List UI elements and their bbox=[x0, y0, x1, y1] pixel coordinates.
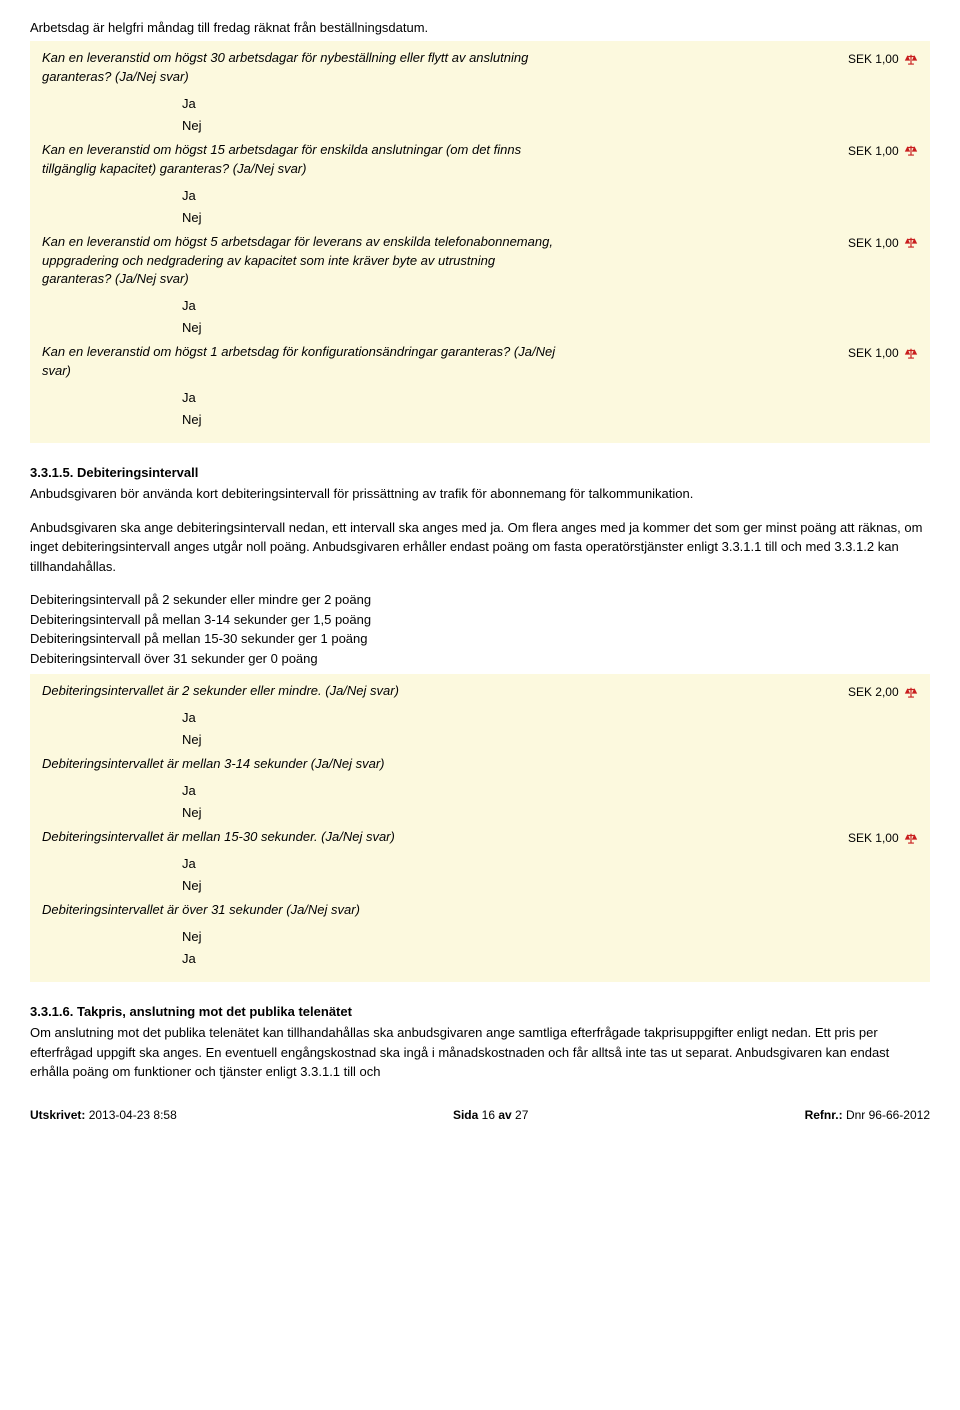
answer-option[interactable]: Nej bbox=[182, 926, 918, 948]
question-text: Kan en leveranstid om högst 1 arbetsdag … bbox=[42, 343, 562, 381]
question-row: Kan en leveranstid om högst 1 arbetsdag … bbox=[42, 343, 918, 381]
answer-option[interactable]: Nej bbox=[182, 875, 918, 897]
answer-option[interactable]: Ja bbox=[182, 780, 918, 802]
answer-option[interactable]: Nej bbox=[182, 115, 918, 137]
price-text: SEK 1,00 bbox=[848, 236, 902, 250]
answer-option[interactable]: Ja bbox=[182, 387, 918, 409]
answer-option[interactable]: Ja bbox=[182, 185, 918, 207]
price-text: SEK 2,00 bbox=[848, 685, 902, 699]
question-row: Kan en leveranstid om högst 30 arbetsdag… bbox=[42, 49, 918, 87]
answer-option[interactable]: Ja bbox=[182, 93, 918, 115]
price-column: SEK 1,00 bbox=[848, 141, 918, 159]
question-text: Debiteringsintervallet är mellan 3-14 se… bbox=[42, 755, 384, 774]
footer-right-value: Dnr 96-66-2012 bbox=[843, 1108, 930, 1122]
answer-options: JaNej bbox=[182, 93, 918, 137]
point-line: Debiteringsintervall på mellan 15-30 sek… bbox=[30, 629, 930, 649]
scale-icon bbox=[904, 832, 918, 846]
footer-left-label: Utskrivet: bbox=[30, 1108, 85, 1122]
price-column: SEK 1,00 bbox=[848, 343, 918, 361]
answer-option[interactable]: Nej bbox=[182, 729, 918, 751]
points-list: Debiteringsintervall på 2 sekunder eller… bbox=[30, 590, 930, 668]
answer-option[interactable]: Ja bbox=[182, 707, 918, 729]
answer-options: JaNej bbox=[182, 185, 918, 229]
question-text: Kan en leveranstid om högst 30 arbetsdag… bbox=[42, 49, 562, 87]
section-3316-p1: Om anslutning mot det publika telenätet … bbox=[30, 1023, 930, 1082]
price-text: SEK 1,00 bbox=[848, 144, 902, 158]
question-text: Debiteringsintervallet är över 31 sekund… bbox=[42, 901, 360, 920]
footer-left-value: 2013-04-23 8:58 bbox=[85, 1108, 176, 1122]
price-column: SEK 2,00 bbox=[848, 682, 918, 700]
scale-icon bbox=[904, 236, 918, 250]
footer-center-label: Sida bbox=[453, 1108, 482, 1122]
footer-center-sep: av bbox=[495, 1108, 515, 1122]
question-text: Debiteringsintervallet är 2 sekunder ell… bbox=[42, 682, 399, 701]
answer-option[interactable]: Nej bbox=[182, 317, 918, 339]
intro-text: Arbetsdag är helgfri måndag till fredag … bbox=[30, 20, 930, 35]
price-text: SEK 1,00 bbox=[848, 831, 902, 845]
question-block-1: Kan en leveranstid om högst 30 arbetsdag… bbox=[30, 41, 930, 443]
section-3315-p2: Anbudsgivaren ska ange debiteringsinterv… bbox=[30, 518, 930, 577]
question-row: Debiteringsintervallet är mellan 15-30 s… bbox=[42, 828, 918, 847]
answer-options: JaNej bbox=[182, 295, 918, 339]
answer-option[interactable]: Nej bbox=[182, 207, 918, 229]
answer-option[interactable]: Ja bbox=[182, 853, 918, 875]
price-column: SEK 1,00 bbox=[848, 828, 918, 846]
question-row: Debiteringsintervallet är mellan 3-14 se… bbox=[42, 755, 918, 774]
price-column: SEK 1,00 bbox=[848, 233, 918, 251]
price-text: SEK 1,00 bbox=[848, 346, 902, 360]
answer-options: JaNej bbox=[182, 853, 918, 897]
answer-options: JaNej bbox=[182, 387, 918, 431]
answer-option[interactable]: Ja bbox=[182, 948, 918, 970]
page-footer: Utskrivet: 2013-04-23 8:58 Sida 16 av 27… bbox=[30, 1108, 930, 1122]
question-block-2: Debiteringsintervallet är 2 sekunder ell… bbox=[30, 674, 930, 982]
question-row: Debiteringsintervallet är över 31 sekund… bbox=[42, 901, 918, 920]
answer-options: JaNej bbox=[182, 780, 918, 824]
section-heading-3315: 3.3.1.5. Debiteringsintervall bbox=[30, 465, 930, 480]
price-text: SEK 1,00 bbox=[848, 52, 902, 66]
question-text: Kan en leveranstid om högst 15 arbetsdag… bbox=[42, 141, 562, 179]
answer-options: JaNej bbox=[182, 707, 918, 751]
question-text: Kan en leveranstid om högst 5 arbetsdaga… bbox=[42, 233, 562, 290]
footer-page-num: 16 bbox=[482, 1108, 495, 1122]
scale-icon bbox=[904, 144, 918, 158]
question-row: Debiteringsintervallet är 2 sekunder ell… bbox=[42, 682, 918, 701]
price-column: SEK 1,00 bbox=[848, 49, 918, 67]
scale-icon bbox=[904, 53, 918, 67]
answer-options: NejJa bbox=[182, 926, 918, 970]
point-line: Debiteringsintervall över 31 sekunder ge… bbox=[30, 649, 930, 669]
scale-icon bbox=[904, 686, 918, 700]
scale-icon bbox=[904, 347, 918, 361]
question-text: Debiteringsintervallet är mellan 15-30 s… bbox=[42, 828, 395, 847]
footer-right-label: Refnr.: bbox=[805, 1108, 843, 1122]
section-3315-p1: Anbudsgivaren bör använda kort debiterin… bbox=[30, 484, 930, 504]
answer-option[interactable]: Nej bbox=[182, 802, 918, 824]
question-row: Kan en leveranstid om högst 5 arbetsdaga… bbox=[42, 233, 918, 290]
section-heading-3316: 3.3.1.6. Takpris, anslutning mot det pub… bbox=[30, 1004, 930, 1019]
question-row: Kan en leveranstid om högst 15 arbetsdag… bbox=[42, 141, 918, 179]
footer-page-total: 27 bbox=[515, 1108, 528, 1122]
answer-option[interactable]: Ja bbox=[182, 295, 918, 317]
point-line: Debiteringsintervall på 2 sekunder eller… bbox=[30, 590, 930, 610]
answer-option[interactable]: Nej bbox=[182, 409, 918, 431]
point-line: Debiteringsintervall på mellan 3-14 seku… bbox=[30, 610, 930, 630]
